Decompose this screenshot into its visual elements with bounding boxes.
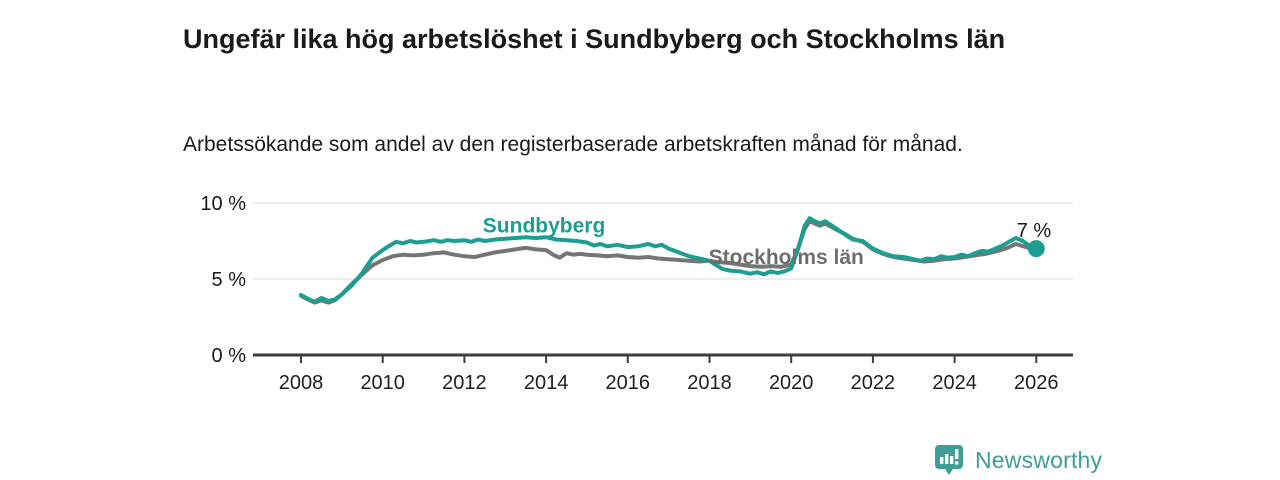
series-line-sundbyberg <box>299 216 1039 304</box>
x-tick-label: 2026 <box>1014 372 1059 394</box>
x-tick-label: 2018 <box>687 372 732 394</box>
x-tick-label: 2014 <box>524 372 569 394</box>
x-tick-label: 2022 <box>851 372 896 394</box>
end-value-annotation: 7 % <box>1017 220 1052 242</box>
x-tick-label: 2010 <box>360 372 405 394</box>
newsworthy-logo-icon <box>935 445 963 475</box>
x-tick-label: 2012 <box>442 372 487 394</box>
end-value-dot <box>1027 240 1045 258</box>
y-tick-label: 5 % <box>212 269 247 291</box>
x-tick-label: 2008 <box>279 372 324 394</box>
x-tick-label: 2020 <box>769 372 814 394</box>
x-tick-label: 2016 <box>606 372 651 394</box>
series-label: Stockholms län <box>709 246 864 269</box>
series-label: Sundbyberg <box>483 215 606 238</box>
page-title: Ungefär lika hög arbetslöshet i Sundbybe… <box>183 24 1006 55</box>
series-line-stockholms-l-n <box>299 219 1039 305</box>
y-tick-label: 10 % <box>200 193 246 215</box>
x-tick-label: 2024 <box>932 372 977 394</box>
chart-subtitle: Arbetssökande som andel av den registerb… <box>183 133 963 156</box>
y-tick-label: 0 % <box>212 345 247 367</box>
newsworthy-logo-text: Newsworthy <box>975 447 1103 473</box>
newsworthy-logo: Newsworthy <box>934 444 1102 477</box>
